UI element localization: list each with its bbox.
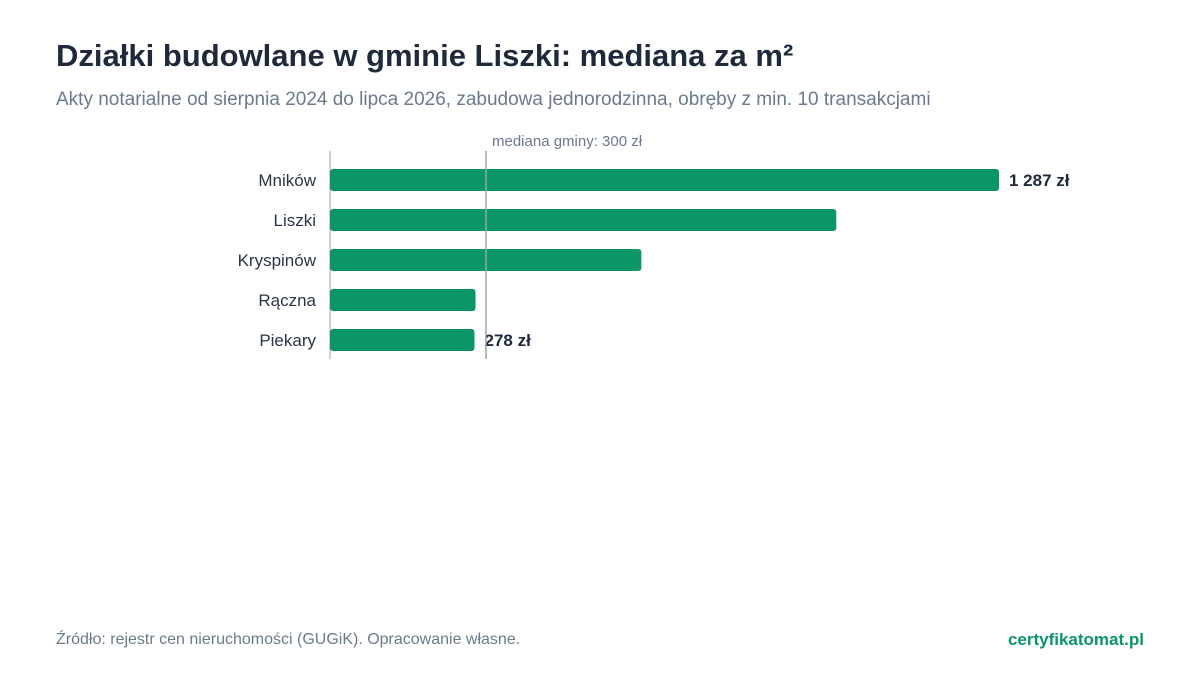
category-label: Piekary bbox=[259, 331, 316, 350]
median-reference-label: mediana gminy: 300 zł bbox=[492, 133, 643, 150]
chart-title: Działki budowlane w gminie Liszki: media… bbox=[56, 38, 794, 73]
bar-piekary bbox=[330, 329, 475, 351]
category-label: Rączna bbox=[258, 291, 316, 310]
brand-link[interactable]: certyfikatomat.pl bbox=[1007, 630, 1144, 649]
category-label: Kryspinów bbox=[238, 251, 317, 270]
source-note: Źródło: rejestr cen nieruchomości (GUGiK… bbox=[56, 631, 521, 648]
category-label: Liszki bbox=[273, 211, 316, 230]
chart-subtitle: Akty notarialne od sierpnia 2024 do lipc… bbox=[56, 89, 931, 110]
chart-area: Mników 1 287 zł Liszki Kryspinów Rączna Pieka… bbox=[238, 133, 1070, 359]
bar-liszki bbox=[330, 209, 837, 231]
bar-chart: Mników 1 287 zł Liszki Kryspinów Rączna Pieka… bbox=[238, 133, 1070, 359]
bar-rączna bbox=[330, 289, 476, 311]
value-label: 278 zł bbox=[485, 331, 532, 350]
category-label: Mników bbox=[258, 171, 316, 190]
bar-mników bbox=[330, 169, 999, 191]
value-label: 1 287 zł bbox=[1009, 171, 1070, 190]
